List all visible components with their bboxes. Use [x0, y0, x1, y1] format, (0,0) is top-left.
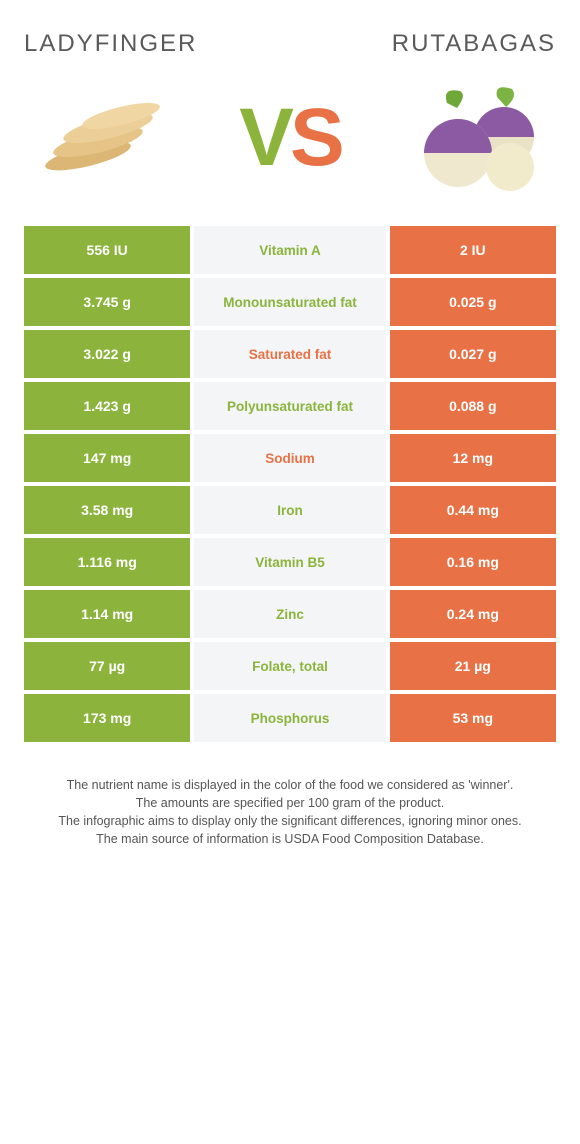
nutrient-label: Polyunsaturated fat	[194, 382, 385, 430]
left-value: 3.58 mg	[24, 486, 190, 534]
nutrient-label: Monounsaturated fat	[194, 278, 385, 326]
footer-line: The amounts are specified per 100 gram o…	[30, 794, 550, 812]
table-row: 1.14 mgZinc0.24 mg	[24, 590, 556, 638]
left-value: 1.116 mg	[24, 538, 190, 586]
right-value: 0.088 g	[390, 382, 556, 430]
left-value: 173 mg	[24, 694, 190, 742]
left-value: 3.745 g	[24, 278, 190, 326]
vs-v: V	[239, 97, 290, 179]
footer-line: The main source of information is USDA F…	[30, 830, 550, 848]
nutrient-label: Vitamin B5	[194, 538, 385, 586]
footer-line: The nutrient name is displayed in the co…	[30, 776, 550, 794]
right-value: 0.24 mg	[390, 590, 556, 638]
right-value: 12 mg	[390, 434, 556, 482]
infographic-page: Ladyfinger Rutabagas V S	[0, 0, 580, 879]
comparison-table: 556 IUVitamin A2 IU3.745 gMonounsaturate…	[24, 226, 556, 742]
vs-s: S	[290, 97, 341, 179]
titles-row: Ladyfinger Rutabagas	[24, 30, 556, 58]
right-value: 21 µg	[390, 642, 556, 690]
table-row: 77 µgFolate, total21 µg	[24, 642, 556, 690]
ladyfinger-icon	[43, 98, 163, 178]
right-value: 0.44 mg	[390, 486, 556, 534]
title-left: Ladyfinger	[24, 30, 197, 58]
rutabaga-icon	[412, 83, 542, 193]
table-row: 1.423 gPolyunsaturated fat0.088 g	[24, 382, 556, 430]
hero-row: V S	[24, 78, 556, 198]
left-value: 1.423 g	[24, 382, 190, 430]
right-value: 0.027 g	[390, 330, 556, 378]
table-row: 1.116 mgVitamin B50.16 mg	[24, 538, 556, 586]
left-value: 1.14 mg	[24, 590, 190, 638]
nutrient-label: Sodium	[194, 434, 385, 482]
table-row: 173 mgPhosphorus53 mg	[24, 694, 556, 742]
nutrient-label: Zinc	[194, 590, 385, 638]
left-value: 3.022 g	[24, 330, 190, 378]
right-value: 0.16 mg	[390, 538, 556, 586]
nutrient-label: Vitamin A	[194, 226, 385, 274]
left-value: 77 µg	[24, 642, 190, 690]
title-right: Rutabagas	[392, 30, 556, 58]
right-value: 0.025 g	[390, 278, 556, 326]
table-row: 3.022 gSaturated fat0.027 g	[24, 330, 556, 378]
right-value: 53 mg	[390, 694, 556, 742]
table-row: 147 mgSodium12 mg	[24, 434, 556, 482]
table-row: 556 IUVitamin A2 IU	[24, 226, 556, 274]
left-value: 556 IU	[24, 226, 190, 274]
right-value: 2 IU	[390, 226, 556, 274]
nutrient-label: Folate, total	[194, 642, 385, 690]
left-value: 147 mg	[24, 434, 190, 482]
nutrient-label: Saturated fat	[194, 330, 385, 378]
vs-label: V S	[239, 97, 340, 179]
footer-notes: The nutrient name is displayed in the co…	[24, 776, 556, 849]
nutrient-label: Iron	[194, 486, 385, 534]
table-row: 3.745 gMonounsaturated fat0.025 g	[24, 278, 556, 326]
table-row: 3.58 mgIron0.44 mg	[24, 486, 556, 534]
footer-line: The infographic aims to display only the…	[30, 812, 550, 830]
ladyfinger-image	[28, 78, 178, 198]
rutabaga-image	[402, 78, 552, 198]
nutrient-label: Phosphorus	[194, 694, 385, 742]
